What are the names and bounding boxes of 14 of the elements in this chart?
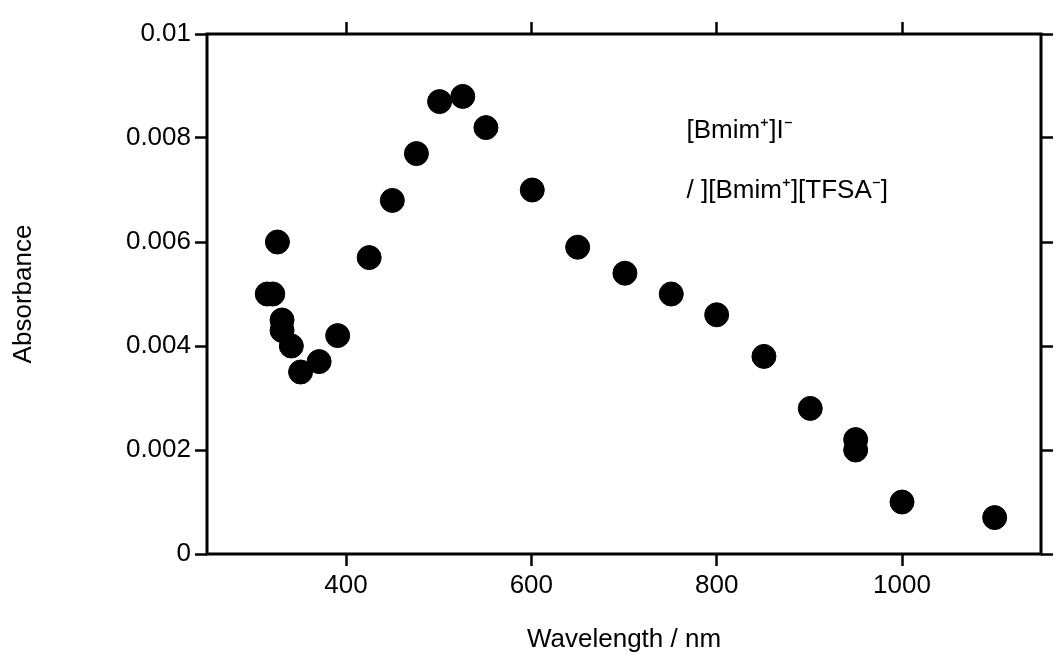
annotation: [Bmim⁺]I⁻ (686, 114, 793, 144)
annotation: / ][Bmim⁺][TFSA⁻] (686, 174, 888, 204)
y-tick-label: 0 (176, 537, 191, 568)
y-tick-label: 0.006 (125, 225, 191, 256)
x-tick-label: 1000 (873, 568, 931, 599)
y-tick-label: 0.008 (125, 121, 191, 152)
x-axis-title: Wavelength / nm (526, 622, 722, 653)
x-tick-label: 600 (509, 568, 554, 599)
y-tick-label: 0.004 (125, 329, 191, 360)
x-tick-label: 800 (694, 568, 739, 599)
y-axis-title: Absorbance (6, 224, 37, 364)
x-tick-label: 400 (324, 568, 368, 599)
y-tick-label: 0.002 (125, 433, 191, 464)
y-tick-label: 0.01 (140, 17, 191, 48)
